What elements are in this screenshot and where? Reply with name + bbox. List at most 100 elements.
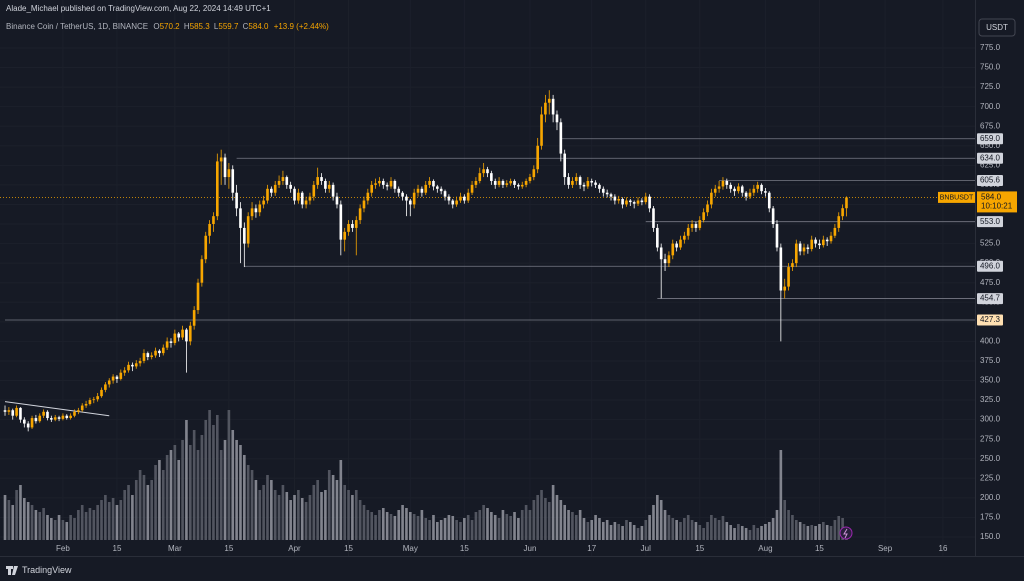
volume-bar <box>204 420 208 540</box>
y-tick-label: 400.0 <box>980 336 1001 345</box>
volume-bar <box>316 480 319 540</box>
volume-bar <box>466 515 470 540</box>
volume-bar <box>729 525 732 540</box>
volume-bar <box>250 470 254 540</box>
y-tick-label: 325.0 <box>980 395 1001 404</box>
volume-bar <box>196 450 200 540</box>
candle-body <box>119 372 123 379</box>
candle-body <box>524 180 528 185</box>
volume-bar <box>192 430 196 540</box>
candle-body <box>196 282 200 311</box>
volume-bar <box>771 518 775 540</box>
ohlc-prefix: L <box>214 22 219 31</box>
candle-body <box>374 183 377 185</box>
candle-body <box>474 180 478 185</box>
candle-body <box>829 235 833 242</box>
candle-body <box>107 380 111 385</box>
candle-body <box>767 192 771 209</box>
candle-body <box>134 363 138 367</box>
volume-bar <box>339 460 343 540</box>
candle-body <box>675 243 678 248</box>
candle-body <box>590 180 594 183</box>
volume-bar <box>559 500 563 540</box>
candle-body <box>57 417 61 419</box>
candle-body <box>443 191 447 197</box>
candle-body <box>131 364 134 367</box>
ohlc-prefix: O <box>153 22 159 31</box>
candle-body <box>787 267 790 287</box>
ohlc-prefix: C <box>243 22 249 31</box>
volume-bar <box>702 528 705 540</box>
candle-body <box>192 310 196 326</box>
y-tick-label: 650.0 <box>980 141 1001 150</box>
volume-bar <box>53 520 57 540</box>
volume-bar <box>710 515 713 540</box>
candle-body <box>825 239 829 242</box>
y-tick-label: 375.0 <box>980 356 1001 365</box>
candle-body <box>652 208 655 228</box>
candle-body <box>536 145 539 170</box>
volume-bar <box>73 518 76 540</box>
candle-body <box>752 188 756 193</box>
x-tick-label: 15 <box>815 544 824 553</box>
footer-brand: TradingView <box>22 565 72 575</box>
candle-body <box>69 415 72 419</box>
volume-bar <box>640 526 644 540</box>
volume-bar <box>61 520 65 540</box>
candle-body <box>258 204 262 213</box>
candle-body <box>11 410 15 416</box>
ohlc-value: 585.3 <box>190 22 211 31</box>
volume-bar <box>266 475 269 540</box>
candle-body <box>154 350 157 356</box>
volume-bar <box>578 510 582 540</box>
volume-bar <box>636 528 640 540</box>
volume-bar <box>744 528 748 540</box>
volume-bar <box>80 505 84 540</box>
candle-body <box>270 188 273 193</box>
y-tick-label: 175.0 <box>980 513 1001 522</box>
volume-bar <box>721 516 725 540</box>
volume-bar <box>652 505 655 540</box>
candle-body <box>760 184 763 192</box>
candle-body <box>362 200 366 209</box>
candle-body <box>208 224 211 236</box>
price-tag <box>977 191 1017 213</box>
candle-body <box>791 263 794 268</box>
currency-button[interactable]: USDT <box>978 18 1016 37</box>
candle-body <box>478 173 482 181</box>
level-label: 605.6 <box>980 176 1001 185</box>
candle-body <box>412 192 416 205</box>
volume-bar <box>335 480 339 540</box>
volume-bar <box>127 485 130 540</box>
volume-bar <box>760 526 763 540</box>
candle-body <box>185 329 188 342</box>
volume-bar <box>509 516 512 540</box>
candle-body <box>756 184 760 189</box>
candle-body <box>405 196 408 201</box>
x-tick-label: 15 <box>695 544 704 553</box>
candle-body <box>219 157 223 162</box>
volume-bar <box>42 508 45 540</box>
candle-body <box>517 184 520 187</box>
volume-bar <box>366 510 370 540</box>
volume-bar <box>19 485 22 540</box>
button-label[interactable]: USDT <box>986 23 1008 32</box>
candle-body <box>30 418 34 428</box>
volume-bar <box>455 520 458 540</box>
candle-body <box>146 353 150 358</box>
ticker-label: BNBUSDT <box>940 194 974 201</box>
volume-bar <box>181 440 184 540</box>
candle-body <box>671 243 675 256</box>
volume-bar <box>794 520 798 540</box>
candle-body <box>23 419 26 424</box>
volume-bar <box>547 502 551 540</box>
volume-bar <box>161 470 165 540</box>
volume-bar <box>223 440 227 540</box>
volume-bar <box>11 505 15 540</box>
candle-body <box>601 188 605 193</box>
volume-bar <box>791 515 794 540</box>
level-tag <box>977 175 1003 187</box>
candle-body <box>706 204 709 213</box>
volume-bar <box>88 508 92 540</box>
ohlc-value: 570.2 <box>160 22 181 31</box>
